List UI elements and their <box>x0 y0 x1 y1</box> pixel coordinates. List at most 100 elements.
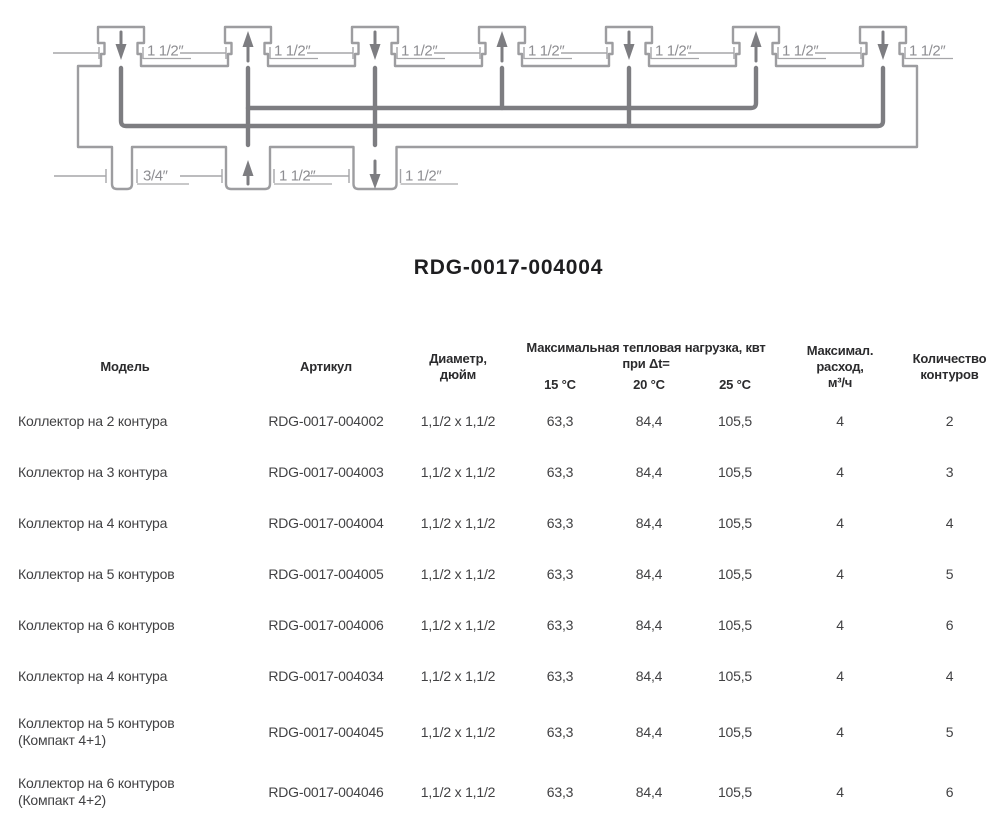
header-diameter-line1: Диаметр, <box>429 351 487 366</box>
cell-model: Коллектор на 3 контура <box>18 464 168 480</box>
cell-flow: 4 <box>836 566 844 582</box>
flow-arrow-down-icon <box>115 30 127 60</box>
header-sku: Артикул <box>300 359 352 374</box>
port-size-label: 1 1/2″ <box>782 43 819 60</box>
cell-sku: RDG-0017-004002 <box>268 413 384 429</box>
cell-model: Коллектор на 6 контуров (Компакт 4+2) <box>18 775 175 808</box>
port-size-label: 1 1/2″ <box>274 43 311 60</box>
header-temp-15: 15 °C <box>544 377 576 392</box>
cell-diameter: 1,1/2 x 1,1/2 <box>420 723 496 740</box>
cell-sku: RDG-0017-004034 <box>268 668 384 684</box>
header-load-line1: Максимальная тепловая нагрузка, квт <box>526 340 766 355</box>
cell-load-20: 84,4 <box>635 515 663 531</box>
flow-arrow-down-icon <box>369 159 381 189</box>
cell-model: Коллектор на 5 контуров (Компакт 4+1) <box>18 715 175 748</box>
cell-circuits: 6 <box>945 783 954 800</box>
cell-load-25: 105,5 <box>717 515 753 531</box>
port-size-label: 3/4″ <box>143 168 169 185</box>
port-size-label: 1 1/2″ <box>279 168 316 185</box>
spec-table: Модель Артикул Диаметр, дюйм Максимальна… <box>0 338 997 822</box>
cell-load-25: 105,5 <box>717 668 753 684</box>
cell-circuits: 5 <box>945 723 954 740</box>
cell-sku: RDG-0017-004006 <box>268 617 384 633</box>
cell-load-20: 84,4 <box>635 668 663 684</box>
manifold-diagram: 1 1/2″ 1 1/2″ 1 1/2″ 1 1/2″ 1 1/2″ 1 1/2… <box>0 0 997 215</box>
cell-model: Коллектор на 4 контура <box>18 668 168 684</box>
flow-arrow-down-icon <box>623 30 635 60</box>
header-temp-20: 20 °C <box>633 377 665 392</box>
cell-load-15: 63,3 <box>546 413 574 429</box>
cell-diameter: 1,1/2 x 1,1/2 <box>420 413 496 429</box>
cell-model: Коллектор на 5 контуров <box>18 566 175 582</box>
header-temp-25: 25 °C <box>719 377 751 392</box>
table-row: Коллектор на 6 контуров (Компакт 4+2) RDG… <box>0 762 997 822</box>
cell-diameter: 1,1/2 x 1,1/2 <box>420 783 496 800</box>
cell-load-25: 105,5 <box>717 617 753 633</box>
cell-diameter: 1,1/2 x 1,1/2 <box>420 617 496 633</box>
cell-flow: 4 <box>836 783 844 800</box>
table-row: Коллектор на 4 контура RDG-0017-004004 1… <box>0 498 997 549</box>
cell-model: Коллектор на 2 контура <box>18 413 168 429</box>
flow-arrow-up-icon <box>750 31 762 63</box>
cell-diameter: 1,1/2 x 1,1/2 <box>420 566 496 582</box>
cell-load-20: 84,4 <box>635 723 663 740</box>
port-size-label: 1 1/2″ <box>401 43 438 60</box>
return-pipe <box>118 65 886 129</box>
port-size-label: 1 1/2″ <box>147 43 184 60</box>
cell-load-15: 63,3 <box>546 723 574 740</box>
cell-sku: RDG-0017-004005 <box>268 566 384 582</box>
header-max-flow: Максимал. расход, м³/ч <box>778 338 902 396</box>
port-size-label: 1 1/2″ <box>405 168 442 185</box>
cell-flow: 4 <box>836 668 844 684</box>
cell-sku: RDG-0017-004004 <box>268 515 384 531</box>
header-load-group: Максимальная тепловая нагрузка, квт при … <box>514 338 778 374</box>
cell-load-20: 84,4 <box>635 566 663 582</box>
cell-circuits: 5 <box>945 566 954 582</box>
cell-sku: RDG-0017-004046 <box>268 783 384 800</box>
flow-arrow-up-icon <box>242 160 254 186</box>
cell-load-15: 63,3 <box>546 515 574 531</box>
cell-load-15: 63,3 <box>546 464 574 480</box>
header-model: Модель <box>100 359 150 374</box>
cell-circuits: 3 <box>945 464 954 480</box>
cell-load-15: 63,3 <box>546 566 574 582</box>
cell-sku: RDG-0017-004045 <box>268 723 384 740</box>
port-size-label: 1 1/2″ <box>909 43 946 60</box>
cell-circuits: 4 <box>945 515 954 531</box>
cell-flow: 4 <box>836 515 844 531</box>
cell-load-20: 84,4 <box>635 464 663 480</box>
flow-arrow-down-icon <box>369 30 381 60</box>
cell-load-20: 84,4 <box>635 783 663 800</box>
header-diameter-line2: дюйм <box>439 367 477 382</box>
flow-arrow-down-icon <box>877 30 889 60</box>
cell-flow: 4 <box>836 464 844 480</box>
header-circuits-line2: контуров <box>920 367 979 382</box>
cell-diameter: 1,1/2 x 1,1/2 <box>420 515 496 531</box>
cell-load-15: 63,3 <box>546 783 574 800</box>
cell-load-25: 105,5 <box>717 783 753 800</box>
cell-circuits: 2 <box>945 413 954 429</box>
cell-load-20: 84,4 <box>635 413 663 429</box>
cell-load-25: 105,5 <box>717 413 753 429</box>
product-code-title: RDG-0017-004004 <box>413 256 604 279</box>
header-flow-line2: расход, <box>816 359 864 374</box>
cell-load-15: 63,3 <box>546 668 574 684</box>
port-size-label: 1 1/2″ <box>655 43 692 60</box>
cell-model: Коллектор на 6 контуров <box>18 617 175 633</box>
cell-flow: 4 <box>836 413 844 429</box>
cell-load-25: 105,5 <box>717 566 753 582</box>
header-diameter: Диаметр, дюйм <box>402 338 514 396</box>
cell-circuits: 6 <box>945 617 954 633</box>
cell-flow: 4 <box>836 723 844 740</box>
flow-arrow-up-icon <box>496 31 508 63</box>
supply-pipe <box>245 65 759 111</box>
header-circuits-line1: Количество <box>912 351 987 366</box>
header-load-line2: при Δt= <box>622 356 670 371</box>
port-size-label: 1 1/2″ <box>528 43 565 60</box>
internal-pipes <box>118 65 886 148</box>
cell-model: Коллектор на 4 контура <box>18 515 168 531</box>
table-row: Коллектор на 5 контуров RDG-0017-004005 … <box>0 549 997 600</box>
flow-arrow-up-icon <box>242 31 254 63</box>
cell-load-15: 63,3 <box>546 617 574 633</box>
